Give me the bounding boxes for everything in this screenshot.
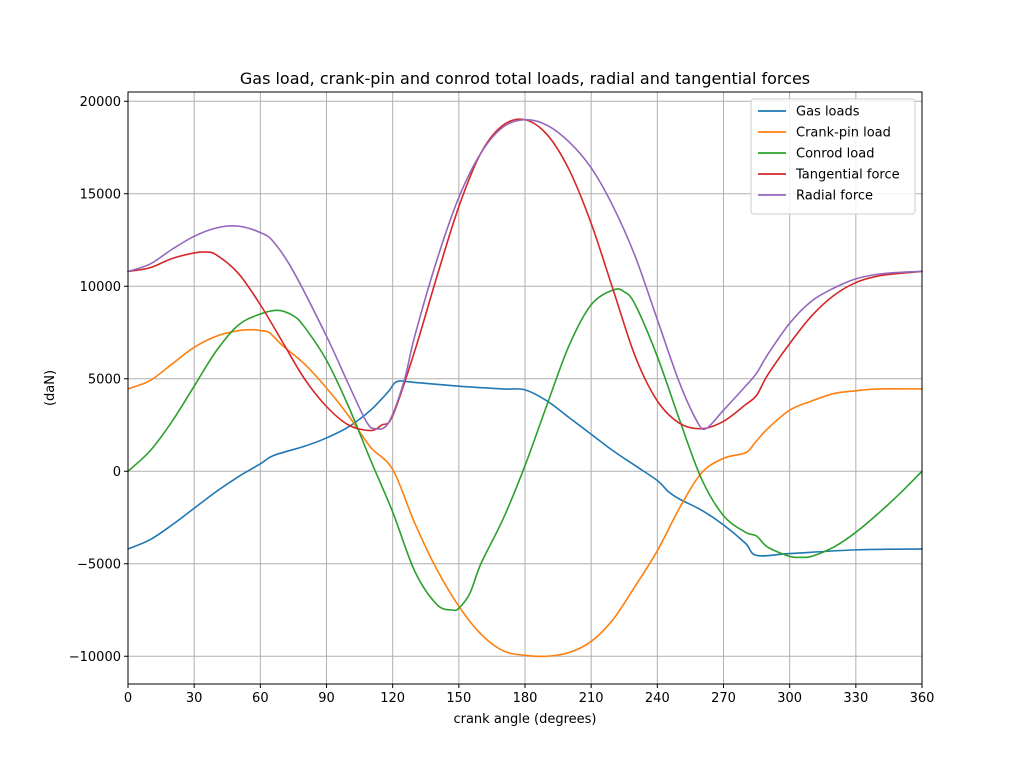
y-tick-label: 15000 (80, 187, 121, 202)
y-tick-label: −10000 (69, 650, 121, 665)
series-line-5 (127, 118, 923, 431)
x-tick-label: 180 (513, 691, 538, 706)
y-tick-label: 10000 (80, 280, 121, 295)
chart-title: Gas load, crank-pin and conrod total loa… (240, 69, 810, 88)
y-tick-label: 5000 (88, 372, 121, 387)
legend-box (750, 98, 916, 215)
legend-label: Crank-pin load (796, 126, 891, 141)
x-tick-label: 90 (318, 691, 335, 706)
y-tick-label: −5000 (77, 557, 121, 572)
series-line-1 (127, 380, 923, 557)
x-tick-label: 0 (124, 691, 132, 706)
legend-label: Gas loads (796, 105, 860, 120)
y-axis-label: (daN) (43, 370, 58, 406)
x-axis-ticks: 0 30 60 90 120 150 180 210 240 270 300 330 360 (124, 684, 935, 706)
x-tick-label: 30 (186, 691, 203, 706)
series-lines (127, 118, 923, 658)
x-tick-label: 330 (843, 691, 868, 706)
legend-label: Tangential force (795, 168, 900, 183)
x-tick-label: 210 (579, 691, 604, 706)
x-axis-label: crank angle (degrees) (453, 712, 596, 727)
x-tick-label: 150 (446, 691, 471, 706)
y-tick-label: 20000 (80, 95, 121, 110)
series-line-3 (127, 288, 923, 612)
x-tick-label: 270 (711, 691, 736, 706)
y-tick-label: 0 (113, 465, 121, 480)
x-tick-label: 360 (910, 691, 935, 706)
series-line-4 (127, 118, 923, 432)
series-line-2 (127, 328, 923, 658)
legend: Gas loads Crank-pin load Conrod load Tangen… (750, 98, 916, 215)
x-tick-label: 60 (252, 691, 269, 706)
x-tick-label: 120 (380, 691, 405, 706)
x-tick-label: 240 (645, 691, 670, 706)
y-axis-ticks: −10000 −5000 0 5000 10000 15000 20000 (69, 95, 128, 665)
legend-label: Radial force (796, 189, 873, 204)
x-tick-label: 300 (777, 691, 802, 706)
legend-label: Conrod load (796, 147, 874, 162)
